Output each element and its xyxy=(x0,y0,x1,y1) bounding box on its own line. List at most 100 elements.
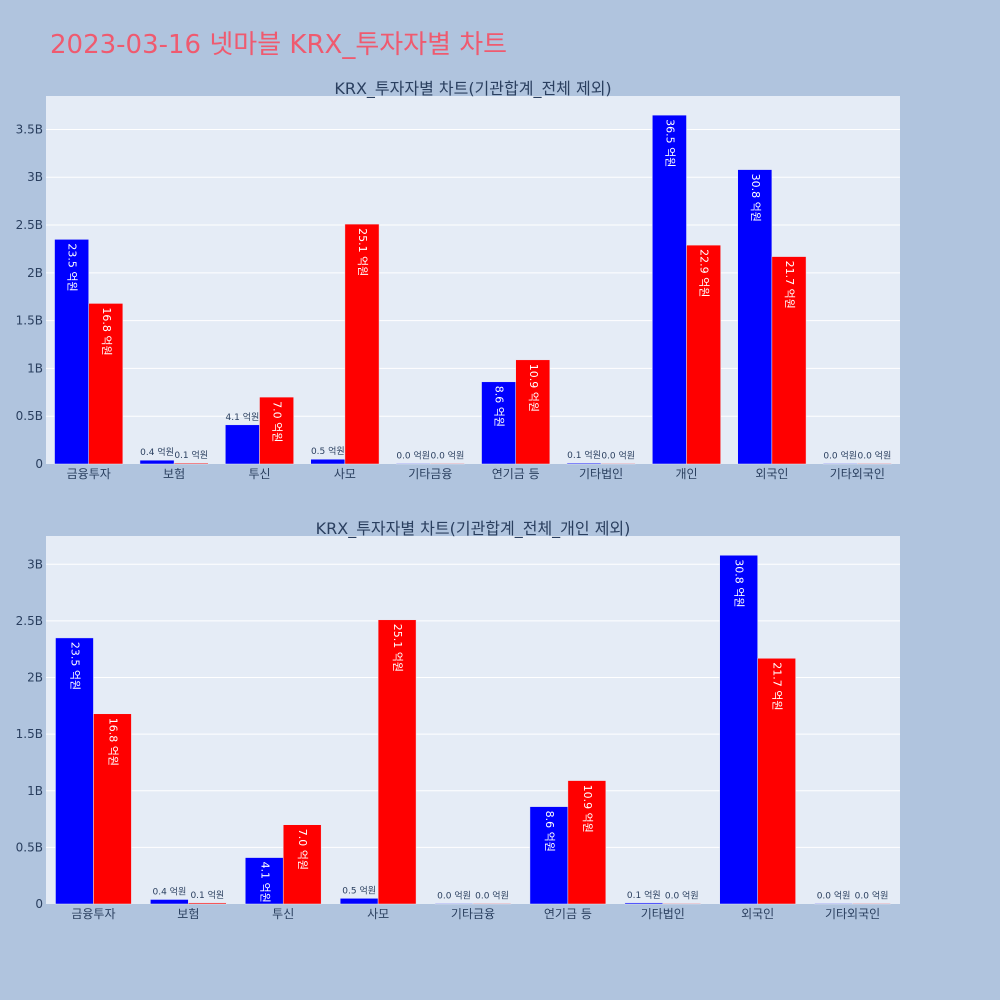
y-tick-label: 1.5B xyxy=(16,727,43,741)
x-tick-label: 개인 xyxy=(675,467,697,481)
x-tick-label: 투신 xyxy=(272,907,294,921)
x-tick-label: 기타외국인 xyxy=(825,907,880,921)
x-tick-label: 기타외국인 xyxy=(830,467,885,481)
bar xyxy=(225,424,260,465)
bar-data-label: 22.9 억원 xyxy=(698,249,711,297)
bar-data-label: 16.8 억원 xyxy=(100,307,113,355)
bar-data-label: 30.8 억원 xyxy=(733,559,746,607)
bar-data-label: 4.1 억원 xyxy=(226,411,260,423)
bar xyxy=(139,459,175,465)
bar-data-label: 7.0 억원 xyxy=(271,401,284,442)
x-tick-label: 기타금융 xyxy=(408,467,452,481)
x-tick-label: 금융투자 xyxy=(67,467,111,481)
y-tick-label: 0 xyxy=(35,457,43,471)
bar xyxy=(54,239,89,465)
y-tick-label: 0 xyxy=(35,897,43,911)
bar-data-label: 8.6 억원 xyxy=(493,386,506,427)
bar xyxy=(150,899,189,905)
bar-data-label: 10.9 억원 xyxy=(581,785,594,833)
y-tick-label: 2.5B xyxy=(16,614,43,628)
x-tick-label: 연기금 등 xyxy=(544,907,592,921)
bar xyxy=(624,902,664,905)
y-tick-label: 0.5B xyxy=(16,409,43,423)
x-tick-label: 연기금 등 xyxy=(492,467,540,481)
chart-title: KRX_투자자별 차트(기관합계_전체 제외) xyxy=(334,79,611,99)
bar-data-label: 4.1 억원 xyxy=(258,862,271,903)
bar-data-label: 0.0 억원 xyxy=(665,889,699,901)
bar-data-label: 0.0 억원 xyxy=(817,889,851,901)
y-tick-label: 3B xyxy=(27,557,43,571)
bar-data-label: 7.0 억원 xyxy=(296,829,309,870)
bar-data-label: 16.8 억원 xyxy=(106,718,119,766)
bar xyxy=(188,902,227,905)
bar-data-label: 0.5 억원 xyxy=(311,445,345,457)
x-tick-label: 사모 xyxy=(367,907,389,921)
y-tick-label: 2.5B xyxy=(16,218,43,232)
bar-data-label: 0.1 억원 xyxy=(567,449,601,461)
bar xyxy=(600,463,636,465)
x-tick-label: 투신 xyxy=(248,467,270,481)
bar xyxy=(662,903,701,905)
y-tick-label: 2B xyxy=(27,266,43,280)
y-tick-label: 0.5B xyxy=(16,840,43,854)
x-tick-label: 기타법인 xyxy=(641,907,685,921)
bar-data-label: 23.5 억원 xyxy=(68,642,81,690)
bar-data-label: 0.1 억원 xyxy=(174,449,208,461)
bar xyxy=(529,806,569,905)
bar xyxy=(434,903,474,905)
bar xyxy=(814,903,853,905)
bar-data-label: 8.6 억원 xyxy=(543,811,556,852)
bar-data-label: 21.7 억원 xyxy=(771,662,784,710)
bar xyxy=(515,359,551,465)
bar xyxy=(567,780,607,905)
y-tick-label: 3.5B xyxy=(16,122,43,136)
x-tick-label: 외국인 xyxy=(741,907,774,921)
bar-data-label: 0.0 억원 xyxy=(823,449,857,461)
bar xyxy=(472,903,512,905)
bar-data-label: 0.5 억원 xyxy=(342,884,376,896)
bar xyxy=(652,114,687,465)
bar-data-label: 25.1 억원 xyxy=(356,228,369,276)
bar-data-label: 0.4 억원 xyxy=(152,885,186,897)
page-title: 2023-03-16 넷마블 KRX_투자자별 차트 xyxy=(50,30,508,60)
bar xyxy=(686,244,721,465)
y-tick-label: 1.5B xyxy=(16,314,43,328)
bar xyxy=(88,303,124,465)
chart-top: KRX_투자자별 차트(기관합계_전체 제외) 0 0.5B 1B 1.5B 2B 2.5B… xyxy=(16,79,900,481)
y-tick-label: 2B xyxy=(27,671,43,685)
bar xyxy=(377,619,417,905)
bar xyxy=(852,903,891,905)
x-tick-label: 보험 xyxy=(163,467,185,481)
x-tick-label: 기타금융 xyxy=(451,907,495,921)
bar-data-label: 0.0 억원 xyxy=(475,889,509,901)
bar xyxy=(481,381,516,465)
bar-data-label: 0.0 억원 xyxy=(858,449,892,461)
bar-data-label: 0.0 억원 xyxy=(431,449,465,461)
y-tick-label: 1B xyxy=(27,361,43,375)
bar xyxy=(93,713,132,905)
bar-data-label: 0.0 억원 xyxy=(855,889,889,901)
bar xyxy=(55,637,94,905)
x-tick-label: 금융투자 xyxy=(71,907,115,921)
bar xyxy=(344,223,380,465)
bar xyxy=(173,462,209,465)
bar-data-label: 0.0 억원 xyxy=(437,889,471,901)
x-tick-label: 외국인 xyxy=(755,467,788,481)
x-tick-label: 기타법인 xyxy=(579,467,623,481)
x-tick-label: 보험 xyxy=(177,907,199,921)
bar xyxy=(737,169,773,465)
chart-bottom: KRX_투자자별 차트(기관합계_전체_개인 제외) 0 0.5B 1B 1.5B 2B 2… xyxy=(16,519,900,921)
bar xyxy=(719,554,758,905)
bar-data-label: 30.8 억원 xyxy=(749,174,762,222)
y-tick-label: 3B xyxy=(27,170,43,184)
bar xyxy=(771,256,807,465)
bar-data-label: 21.7 억원 xyxy=(783,261,796,309)
bar xyxy=(757,658,796,905)
bar-data-label: 0.1 억원 xyxy=(190,889,224,901)
bar-data-label: 0.0 억원 xyxy=(601,449,635,461)
bar-data-label: 25.1 억원 xyxy=(391,624,404,672)
bar-data-label: 36.5 억원 xyxy=(663,119,676,167)
y-tick-label: 1B xyxy=(27,784,43,798)
chart-title: KRX_투자자별 차트(기관합계_전체_개인 제외) xyxy=(316,519,631,539)
bar xyxy=(259,396,294,465)
